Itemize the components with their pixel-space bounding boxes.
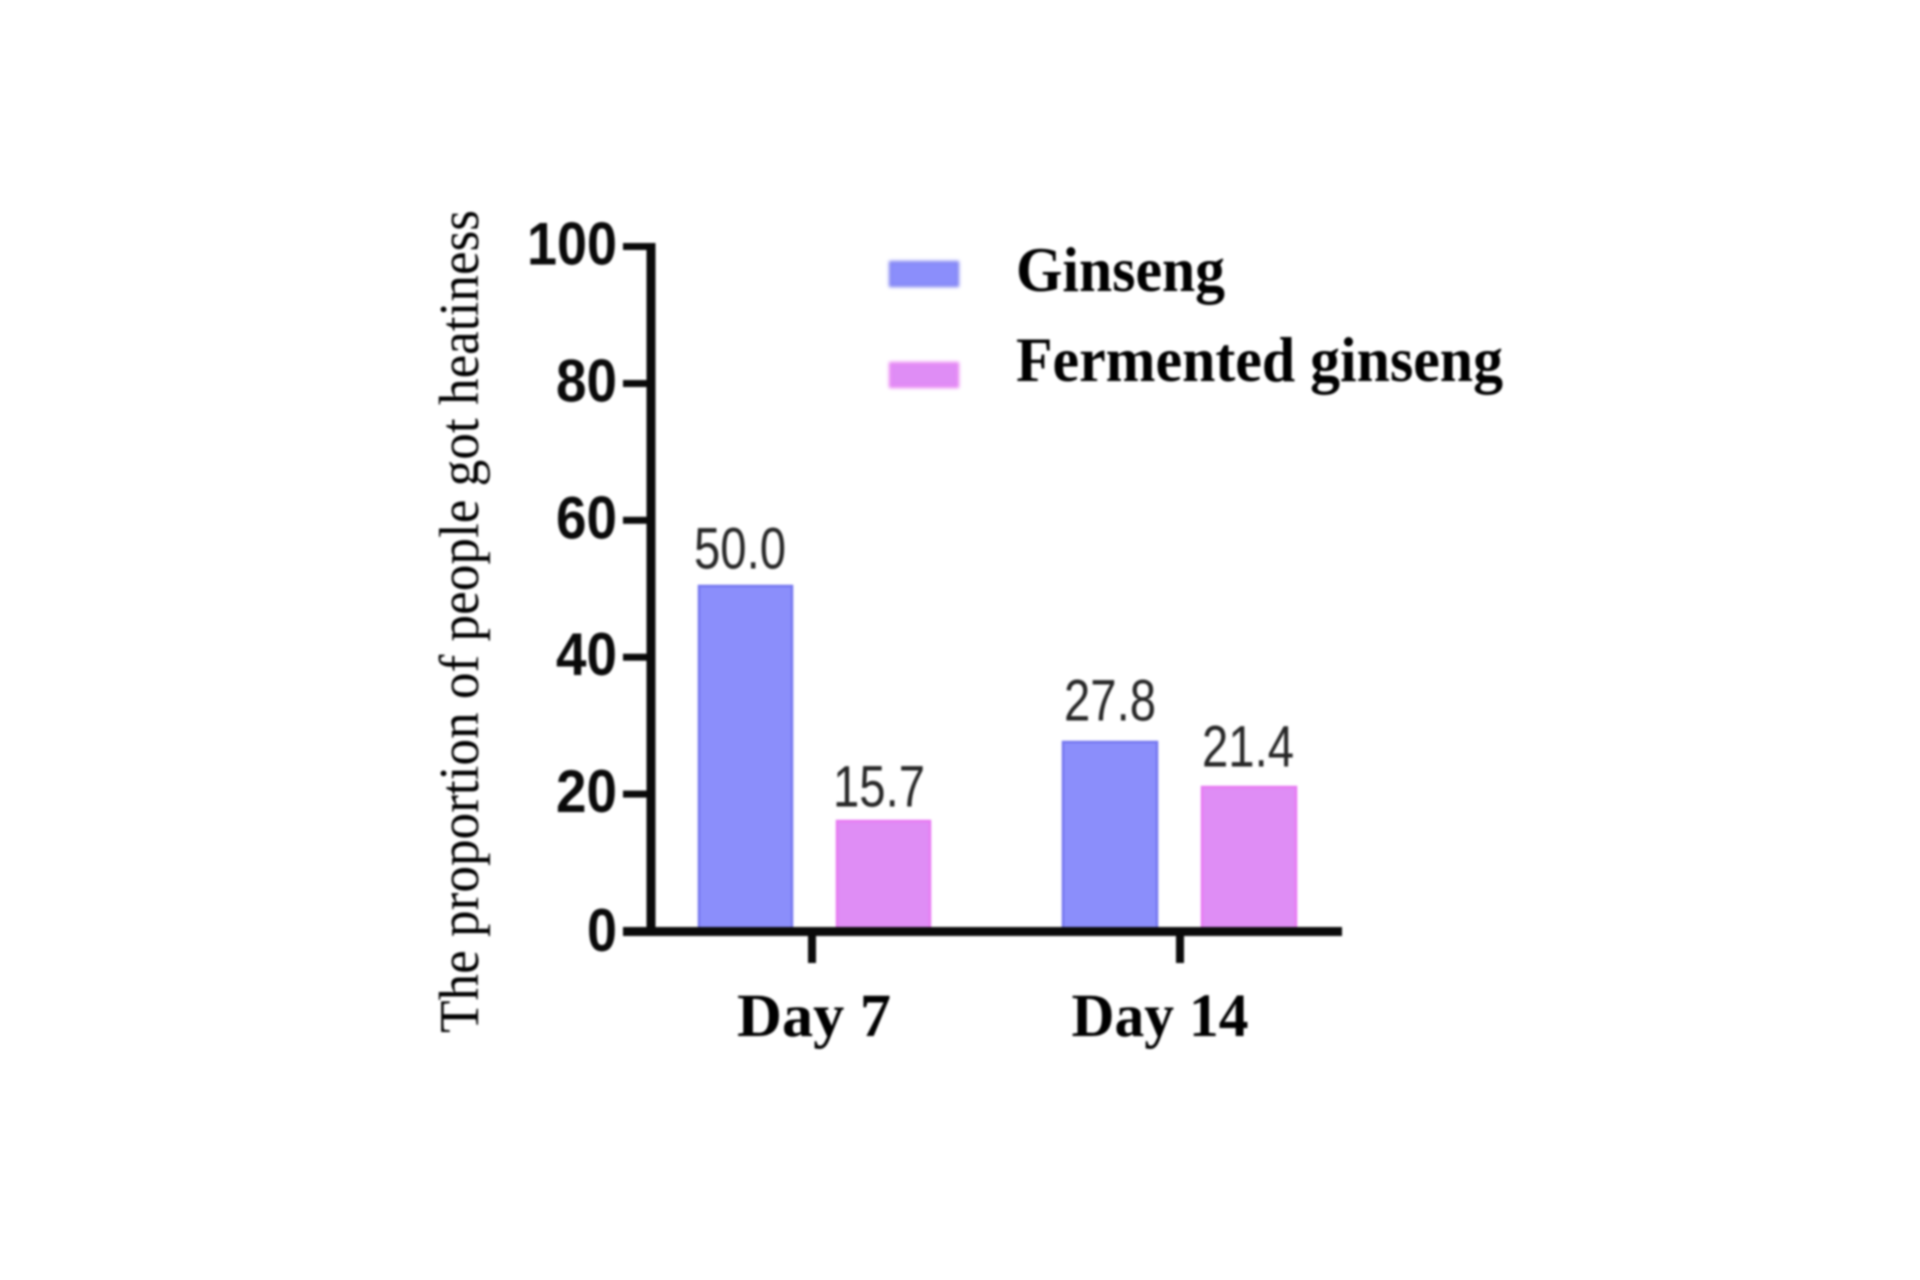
- svg-text:The proportion of people got h: The proportion of people got heatiness: [429, 210, 491, 1033]
- svg-text:Day 14: Day 14: [1072, 983, 1249, 1050]
- svg-text:50.0: 50.0: [694, 517, 786, 582]
- svg-text:21.4: 21.4: [1202, 715, 1294, 780]
- svg-text:Fermented ginseng: Fermented ginseng: [1016, 324, 1503, 395]
- svg-text:80: 80: [556, 347, 617, 414]
- svg-text:20: 20: [556, 758, 617, 825]
- svg-text:27.8: 27.8: [1064, 669, 1156, 734]
- svg-text:40: 40: [556, 621, 617, 688]
- svg-text:Day 7: Day 7: [737, 983, 891, 1050]
- svg-text:Ginseng: Ginseng: [1016, 234, 1225, 305]
- svg-text:60: 60: [556, 484, 617, 551]
- svg-text:15.7: 15.7: [833, 755, 925, 820]
- svg-text:100: 100: [527, 211, 617, 278]
- svg-text:0: 0: [587, 897, 617, 964]
